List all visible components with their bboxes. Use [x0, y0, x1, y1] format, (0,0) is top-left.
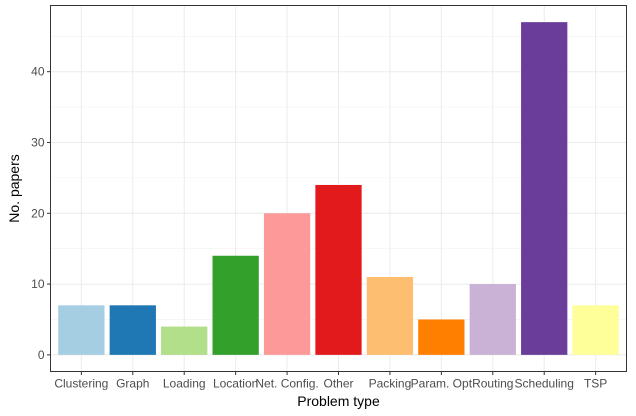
x-tick-label: Graph	[116, 377, 149, 391]
bars-group	[58, 22, 619, 355]
y-axis-ticks: 0 10 20 30 40	[31, 65, 51, 362]
bar-param-opt	[418, 319, 465, 355]
bar-tsp	[572, 305, 619, 355]
bar-loading	[161, 326, 208, 355]
x-tick-label: Param. Opt	[411, 377, 473, 391]
x-tick-label: Loading	[163, 377, 206, 391]
x-axis-title: Problem type	[297, 393, 380, 409]
bar-scheduling	[521, 22, 568, 355]
y-tick-label: 40	[31, 65, 45, 79]
bar-clustering	[58, 305, 105, 355]
x-tick-label: TSP	[584, 377, 607, 391]
bar-routing	[469, 284, 516, 355]
x-tick-label: Location	[213, 377, 258, 391]
x-tick-label: Scheduling	[515, 377, 574, 391]
bar-net-config	[263, 213, 311, 355]
y-axis-title: No. papers	[6, 154, 22, 222]
x-tick-label: Packing	[369, 377, 412, 391]
x-tick-label: Clustering	[54, 377, 108, 391]
y-tick-label: 0	[38, 348, 45, 362]
y-tick-label: 20	[31, 206, 45, 220]
y-tick-label: 30	[31, 135, 45, 149]
x-tick-label: Net. Config.	[255, 377, 318, 391]
bar-graph	[109, 305, 156, 355]
x-tick-label: Routing	[472, 377, 513, 391]
y-tick-label: 10	[31, 277, 45, 291]
bar-other	[315, 184, 362, 355]
x-tick-label: Other	[323, 377, 353, 391]
bar-packing	[366, 276, 414, 355]
bar-location	[212, 255, 259, 355]
